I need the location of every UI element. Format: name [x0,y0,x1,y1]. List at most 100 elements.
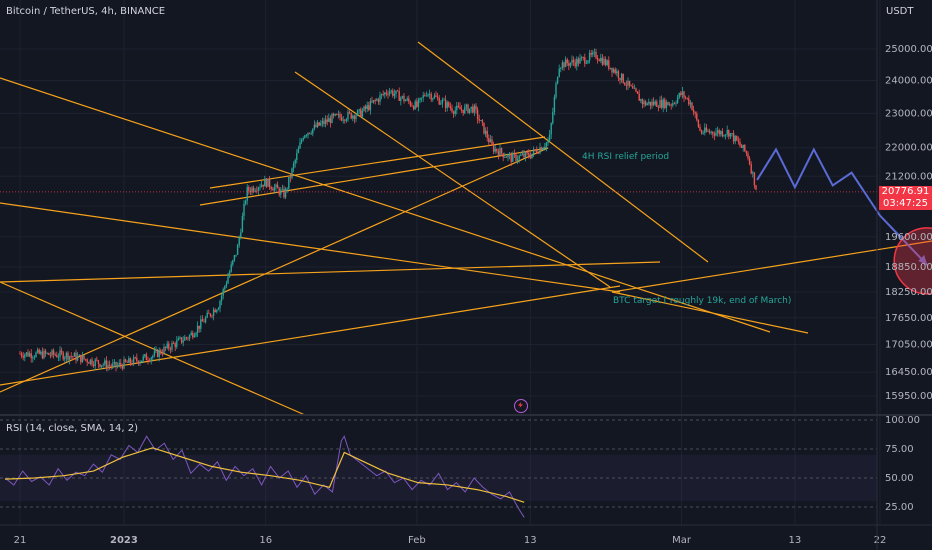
candle-body [113,362,116,364]
candle-body [328,118,330,122]
candle-body [731,133,733,134]
candle-body [499,148,501,156]
candle-body [187,337,189,339]
candle-body [460,109,463,111]
candle-body [81,355,84,363]
candle-body [326,119,328,122]
candle-body [489,139,492,143]
candle-body [560,67,562,69]
candle-body [112,363,114,367]
candle-body [571,59,573,63]
candle-body [515,154,517,161]
candle-body [307,132,309,136]
candle-body [643,101,645,105]
candle-body [168,343,170,349]
candle-body [752,172,754,174]
trendline [611,291,809,334]
candle-body [587,60,589,63]
candle-body [177,338,180,341]
candle-body [192,332,194,338]
candle-body [59,350,61,357]
candle-body [278,188,280,195]
candle-body [364,106,367,109]
candle-body [193,335,196,338]
candle-body [260,184,263,187]
candle-body [640,99,642,101]
candle-body [582,57,584,59]
candle-body [147,360,149,361]
candle-body [494,148,496,152]
candle-body [441,99,444,104]
candle-body [590,52,592,55]
candle-body [232,260,234,265]
candle-body [542,148,544,151]
candle-body [486,130,488,139]
candle-body [491,139,493,145]
candle-body [472,106,474,113]
candle-body [744,144,746,152]
candle-body [270,186,272,190]
candle-body [552,112,554,124]
candle-body [262,184,264,187]
candle-body [64,357,66,360]
candle-body [219,301,221,309]
candle-body [694,112,696,114]
candle-body [673,103,676,105]
price-tick-label: 19600.00 [885,232,932,243]
candle-body [404,100,407,102]
candle-body [659,100,661,108]
candle-body [732,133,735,142]
candle-body [324,119,327,125]
candle-body [337,114,340,115]
candle-body [254,190,256,192]
candle-body [532,149,535,154]
candle-body [585,62,588,64]
flash-icon[interactable] [514,399,528,413]
candle-body [48,352,50,355]
candle-body [201,319,204,322]
candle-body [339,114,341,118]
candle-body [345,119,348,121]
candle-body [92,364,95,367]
candle-body [681,91,684,95]
candle-body [344,119,346,121]
candle-body [294,159,296,164]
candle-body [204,317,207,323]
candle-body [137,361,140,364]
candle-body [241,216,244,233]
candle-body [372,100,375,103]
candle-body [665,101,668,108]
candle-body [428,93,431,95]
price-tick-label: 18850.00 [885,262,932,273]
candle-body [323,120,325,125]
candle-body [656,101,658,107]
trendline [0,77,771,333]
price-tick-label: 15950.00 [885,391,932,402]
candle-body [521,153,524,156]
candle-body [244,200,247,204]
candle-body [624,82,626,85]
candle-body [220,295,223,302]
candle-body [100,365,103,367]
candle-body [478,118,480,121]
rsi-pane [0,419,877,518]
candle-body [190,332,192,336]
candle-body [305,135,308,137]
candle-body [451,107,453,112]
candle-body [180,337,183,343]
candle-body [468,108,471,113]
candle-body [264,178,266,187]
candle-body [144,354,146,357]
candle-body [200,319,202,329]
candle-body [19,353,21,355]
candle-body [579,58,581,64]
candle-body [174,343,176,347]
candle-body [299,142,301,149]
candle-body [459,106,461,110]
candle-body [604,59,607,66]
price-tick-label: 16450.00 [885,367,932,378]
candle-body [657,106,660,108]
candle-body [457,105,460,107]
candle-body [697,119,700,127]
